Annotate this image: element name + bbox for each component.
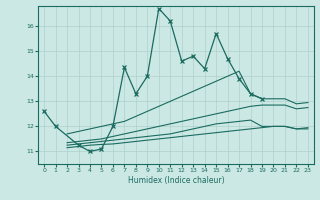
X-axis label: Humidex (Indice chaleur): Humidex (Indice chaleur): [128, 176, 224, 185]
